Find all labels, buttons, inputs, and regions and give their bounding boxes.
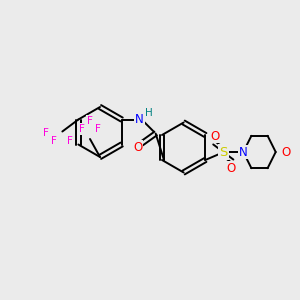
Text: F: F	[95, 124, 101, 134]
Text: O: O	[227, 161, 236, 175]
Text: F: F	[44, 128, 49, 139]
Text: O: O	[211, 130, 220, 142]
Text: O: O	[282, 146, 291, 158]
Text: N: N	[239, 146, 248, 158]
Text: N: N	[135, 113, 144, 126]
Text: F: F	[79, 124, 85, 134]
Text: F: F	[68, 136, 73, 146]
Text: F: F	[51, 136, 57, 146]
Text: H: H	[145, 109, 152, 118]
Text: F: F	[87, 116, 93, 126]
Text: S: S	[219, 146, 227, 158]
Text: O: O	[133, 141, 142, 154]
